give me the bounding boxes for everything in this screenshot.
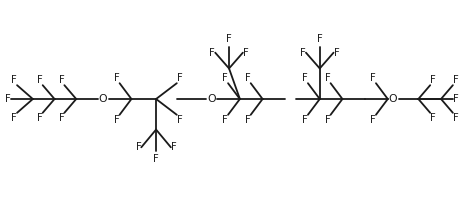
Text: F: F: [153, 154, 159, 164]
Text: O: O: [206, 94, 215, 104]
Text: F: F: [429, 113, 435, 123]
Text: F: F: [6, 94, 11, 104]
Text: F: F: [301, 73, 307, 83]
Text: F: F: [113, 73, 119, 83]
Text: F: F: [135, 142, 141, 152]
Text: F: F: [244, 115, 250, 125]
Text: F: F: [452, 75, 457, 85]
Text: F: F: [222, 73, 228, 83]
Text: F: F: [300, 48, 305, 58]
Text: O: O: [98, 94, 107, 104]
Text: F: F: [452, 113, 457, 123]
Text: F: F: [58, 75, 64, 85]
Text: F: F: [429, 75, 435, 85]
Text: F: F: [333, 48, 338, 58]
Text: F: F: [316, 34, 322, 44]
Text: F: F: [452, 94, 457, 104]
Text: F: F: [301, 115, 307, 125]
Text: F: F: [176, 115, 182, 125]
Text: F: F: [176, 73, 182, 83]
Text: F: F: [209, 48, 215, 58]
Text: F: F: [244, 73, 250, 83]
Text: O: O: [388, 94, 396, 104]
Text: F: F: [369, 115, 375, 125]
Text: F: F: [324, 115, 330, 125]
Text: F: F: [222, 115, 228, 125]
Text: F: F: [225, 34, 232, 44]
Text: F: F: [113, 115, 119, 125]
Text: F: F: [324, 73, 330, 83]
Text: F: F: [37, 113, 43, 123]
Text: F: F: [369, 73, 375, 83]
Text: F: F: [11, 113, 17, 123]
Text: F: F: [11, 75, 17, 85]
Text: F: F: [242, 48, 248, 58]
Text: F: F: [58, 113, 64, 123]
Text: F: F: [37, 75, 43, 85]
Text: F: F: [170, 142, 176, 152]
